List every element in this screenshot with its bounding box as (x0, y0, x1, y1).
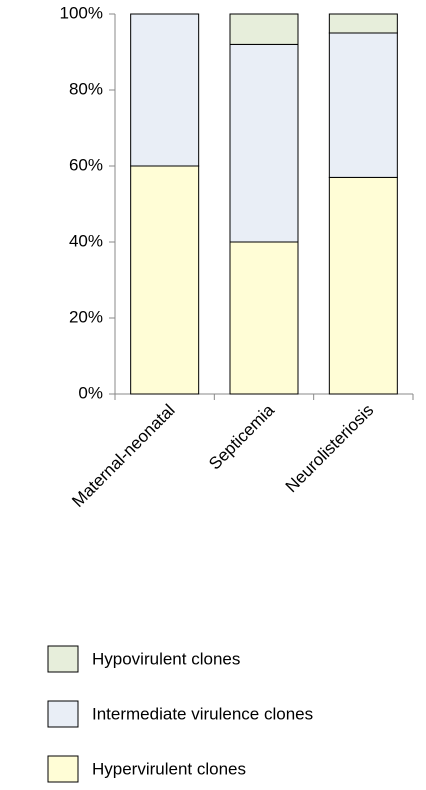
x-tick-label: Septicemia (205, 400, 278, 473)
bar-segment (229, 241, 299, 395)
bar-segment (229, 13, 299, 45)
bar-segment (130, 165, 200, 395)
y-tick-label: 60% (69, 155, 103, 174)
bar-segment (328, 176, 398, 395)
y-tick-label: 80% (69, 79, 103, 98)
x-tick-label: Maternal-neonatal (68, 401, 178, 511)
legend-swatch (47, 755, 79, 783)
legend-swatch (47, 645, 79, 673)
y-tick-label: 100% (60, 3, 103, 22)
x-tick-label: Neurolisteriosis (282, 401, 378, 497)
bar-segment (328, 13, 398, 34)
legend-label: Hypervirulent clones (92, 759, 246, 778)
y-tick-label: 20% (69, 307, 103, 326)
legend-label: Intermediate virulence clones (92, 704, 313, 723)
bar-segment (229, 43, 299, 243)
y-tick-label: 0% (78, 383, 103, 402)
y-tick-label: 40% (69, 231, 103, 250)
bar-segment (328, 32, 398, 178)
legend-label: Hypovirulent clones (92, 649, 240, 668)
legend-swatch (47, 700, 79, 728)
bar-segment (130, 13, 200, 167)
